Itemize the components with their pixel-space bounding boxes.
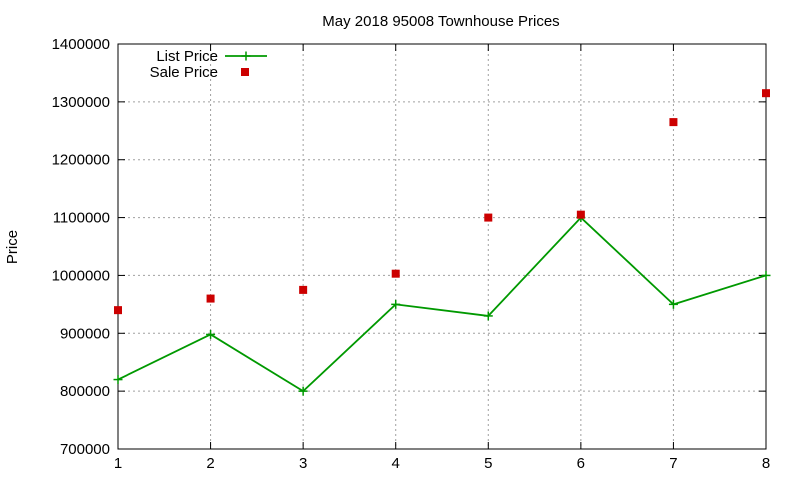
list-price-point [391, 299, 401, 309]
y-tick-label: 1000000 [52, 267, 110, 284]
list-price-point [298, 386, 308, 396]
y-tick-label: 900000 [60, 325, 110, 342]
sale-price-point [206, 294, 215, 303]
series-1 [114, 89, 770, 315]
x-tick-label: 3 [299, 455, 307, 472]
list-price-point [113, 375, 123, 385]
y-tick-label: 700000 [60, 441, 110, 458]
x-tick-label: 5 [484, 455, 492, 472]
sale-price-point [484, 213, 493, 222]
legend-plus-marker [241, 51, 251, 61]
y-axis-label: Price [4, 230, 21, 264]
list-price-point [206, 329, 216, 339]
axis-ticks: 700000 800000 900000 1000000 1100000 1200000 1… [52, 36, 771, 472]
y-tick-label: 1200000 [52, 152, 110, 169]
list-price-point [668, 299, 678, 309]
y-tick-label: 800000 [60, 383, 110, 400]
y-tick-label: 1100000 [53, 210, 110, 227]
series-0 [113, 213, 771, 396]
y-tick-label: 1400000 [52, 36, 110, 53]
sale-price-point [391, 269, 400, 278]
y-tick-label: 1300000 [52, 94, 110, 111]
sale-price-point [669, 118, 678, 127]
sale-price-point [299, 285, 308, 294]
series [113, 89, 771, 396]
sale-price-point [114, 306, 122, 315]
legend-label: List Price [156, 48, 218, 65]
grid [118, 44, 766, 449]
x-tick-label: 4 [392, 455, 400, 472]
list-price-line [117, 216, 767, 393]
legend-label: Sale Price [150, 64, 218, 81]
plot-frame [117, 43, 767, 450]
list-price-point [483, 311, 493, 321]
sale-price-point [762, 89, 770, 98]
list-price-point [761, 270, 771, 280]
x-tick-label: 7 [669, 455, 677, 472]
chart-title: May 2018 95008 Townhouse Prices [322, 13, 559, 30]
x-tick-label: 1 [114, 455, 122, 472]
x-tick-label: 6 [577, 455, 585, 472]
x-tick-label: 2 [206, 455, 214, 472]
legend-square-marker [241, 68, 249, 76]
sale-price-point [576, 210, 585, 219]
x-tick-label: 8 [762, 455, 770, 472]
